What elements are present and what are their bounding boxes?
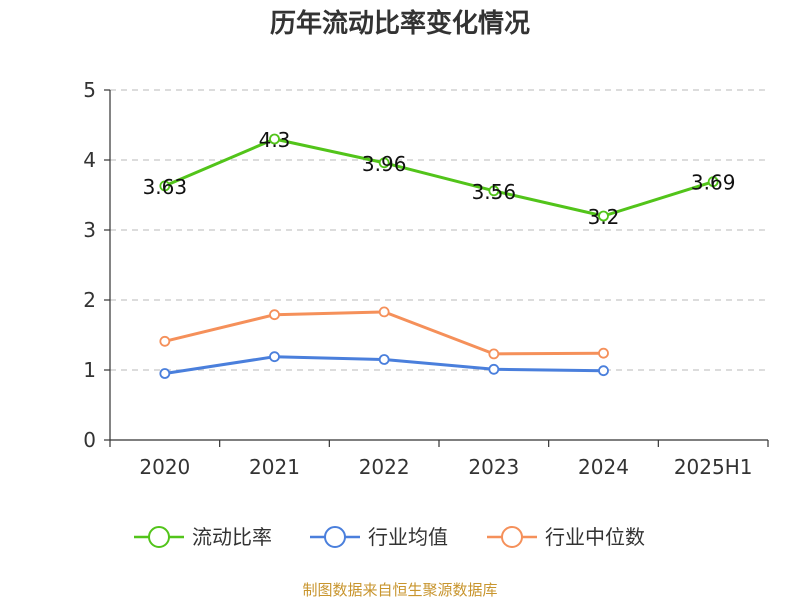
y-tick-label: 3 [83,218,96,242]
legend-item-2[interactable]: 行业中位数 [487,525,645,549]
x-tick-label-2023: 2023 [468,455,519,479]
source-note: 制图数据来自恒生聚源数据库 [302,581,497,599]
data-point-s0-2021 [269,133,280,145]
data-point-s0-2020 [159,180,171,192]
x-tick-label-2021: 2021 [249,455,300,479]
data-label-2025H1: 3.69 [691,171,736,195]
data-point-s0-2024 [598,210,609,222]
y-tick-label: 1 [83,358,96,382]
y-tick-label: 4 [83,148,96,172]
data-point-s1-2021 [269,351,280,363]
y-tick-label: 2 [83,288,96,312]
legend-label: 流动比率 [192,525,272,549]
data-label-2023: 3.56 [472,180,517,204]
data-label-2024: 3.2 [588,205,620,229]
data-point-s1-2024 [598,365,609,377]
legend-swatch-marker [148,526,170,548]
legend-label: 行业均值 [368,525,448,549]
legend-label: 行业中位数 [545,525,645,549]
data-point-s1-2023 [488,363,500,375]
legend-swatch-marker [324,526,346,548]
grid-lines [110,89,768,371]
data-point-s2-2021 [269,309,280,321]
data-point-s2-2023 [488,348,500,360]
series-line-0 [164,137,714,218]
legend-item-0[interactable]: 流动比率 [134,525,272,549]
legend[interactable]: 流动比率 行业均值 行业中位数 [134,525,645,549]
x-tick-label-2025H1: 2025H1 [674,455,753,479]
data-point-s0-2025H1 [707,176,719,188]
data-labels: 3.63 4.3 3.96 3.56 3.2 3.69 [143,128,736,229]
data-point-s1-2022 [378,354,390,365]
x-tick-label-2020: 2020 [139,455,190,479]
legend-swatch-marker [501,526,523,548]
data-point-s2-2020 [159,335,171,347]
y-tick-label: 5 [83,78,96,102]
x-tick-label-2022: 2022 [359,455,410,479]
data-point-s0-2022 [378,157,390,169]
data-point-s2-2022 [378,306,390,318]
y-tick-label: 0 [83,428,96,452]
legend-item-1[interactable]: 行业均值 [310,525,448,549]
data-point-s1-2020 [159,368,171,379]
series-group [159,133,719,379]
series-line-2 [164,310,604,356]
axes: 0 1 2 3 4 5 2020 2021 2022 2023 2024 2025H1 [83,78,769,479]
data-label-2022: 3.96 [362,152,407,176]
data-label-2021: 4.3 [259,128,291,152]
data-point-s0-2023 [488,185,500,197]
x-tick-label-2024: 2024 [578,455,629,479]
chart-title: 历年流动比率变化情况 [270,8,530,39]
data-label-2020: 3.63 [143,175,188,199]
data-point-s2-2024 [598,347,609,359]
